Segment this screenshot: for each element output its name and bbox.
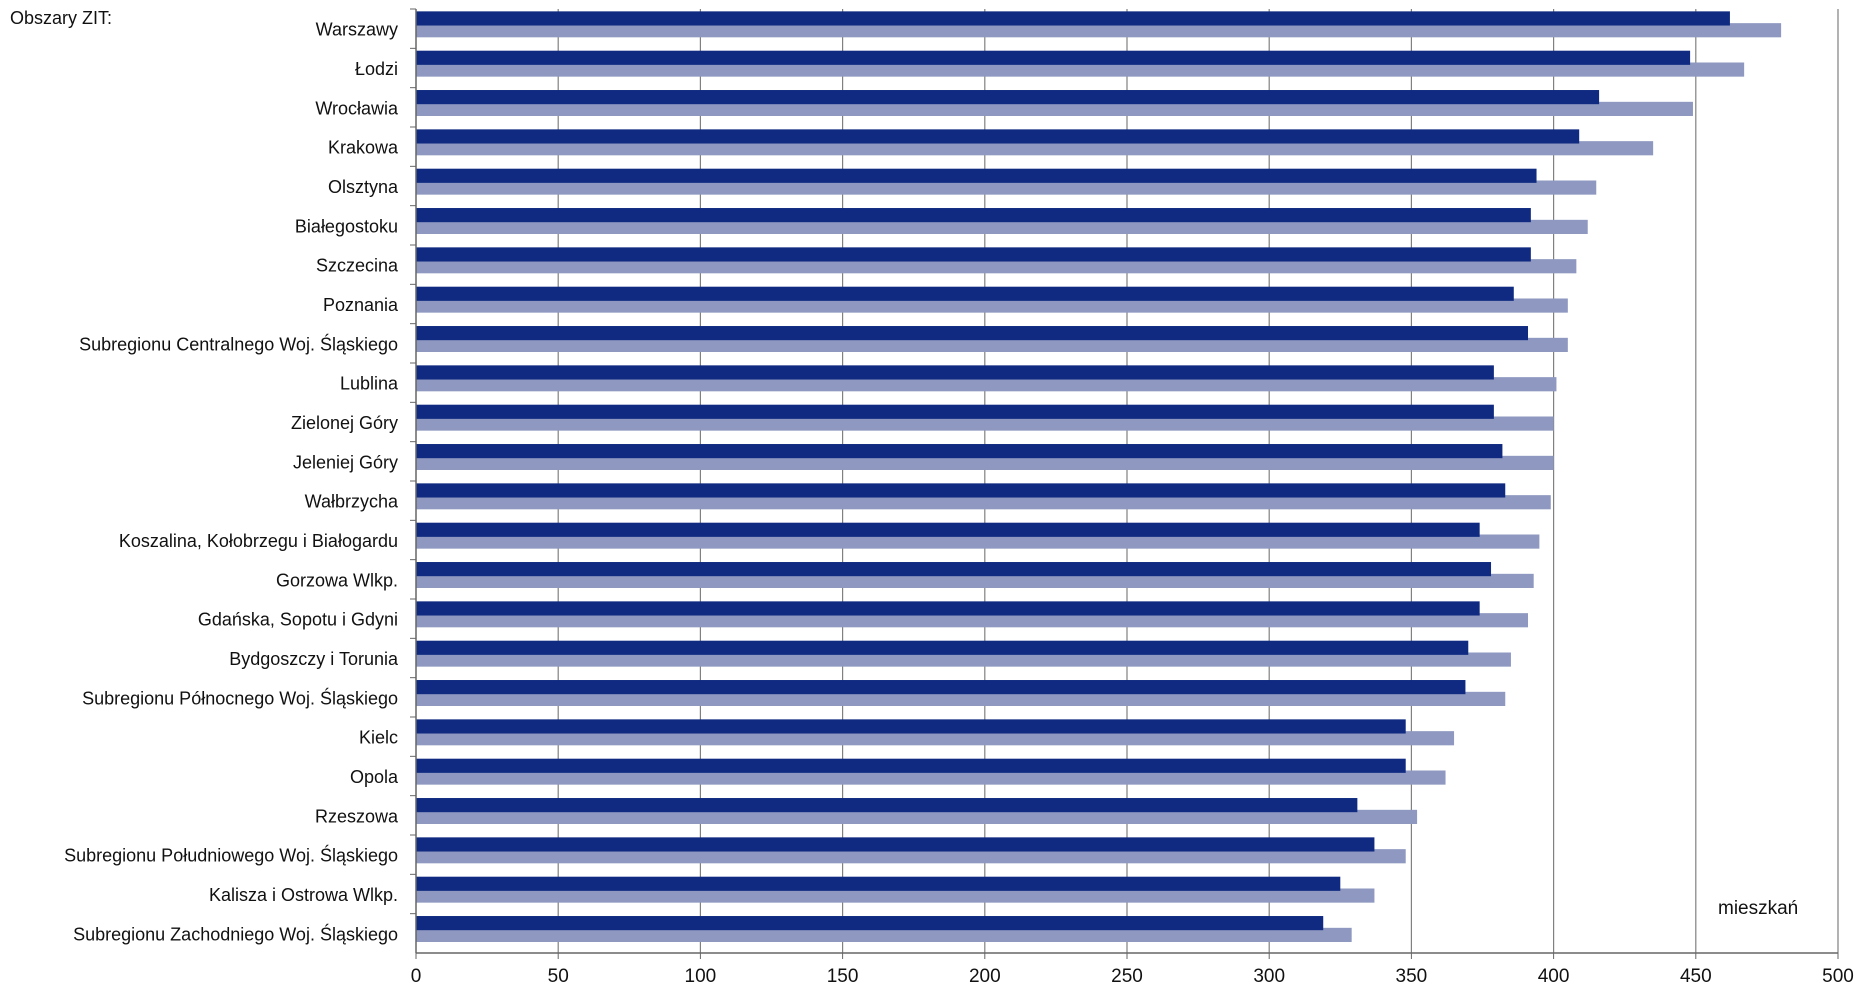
bar-light — [416, 652, 1511, 667]
bar-dark — [416, 916, 1324, 931]
bar-light — [416, 337, 1568, 352]
category-label: Opola — [350, 767, 399, 787]
x-tick-label: 150 — [827, 966, 859, 987]
bar-dark — [416, 522, 1480, 537]
x-tick-label: 450 — [1680, 966, 1712, 987]
bar-light — [416, 691, 1506, 706]
bar-light — [416, 180, 1597, 195]
bar-dark — [416, 286, 1514, 301]
bar-dark — [416, 129, 1580, 144]
x-tick-label: 500 — [1822, 966, 1854, 987]
bar-dark — [416, 247, 1531, 262]
bar-light — [416, 809, 1418, 824]
bar-dark — [416, 444, 1503, 459]
category-label: Subregionu Zachodniego Woj. Śląskiego — [73, 923, 398, 944]
bar-light — [416, 849, 1406, 864]
bar-light — [416, 219, 1588, 234]
category-label: Wrocławia — [315, 98, 399, 118]
bar-light — [416, 377, 1557, 392]
bar-dark — [416, 601, 1480, 616]
bar-dark — [416, 326, 1529, 341]
bar-dark — [416, 50, 1691, 65]
x-tick-label: 200 — [969, 966, 1001, 987]
bar-dark — [416, 837, 1375, 852]
category-label: Szczecina — [316, 256, 399, 276]
category-label: Subregionu Południowego Woj. Śląskiego — [64, 845, 398, 866]
bar-light — [416, 416, 1554, 431]
bar-dark — [416, 562, 1492, 577]
category-label: Lublina — [340, 374, 399, 394]
category-label: Rzeszowa — [315, 806, 399, 826]
bar-light — [416, 141, 1654, 156]
bar-dark — [416, 11, 1730, 26]
bar-light — [416, 731, 1455, 746]
x-tick-label: 0 — [411, 966, 422, 987]
category-label: Kalisza i Ostrowa Wlkp. — [209, 885, 398, 905]
bar-light — [416, 259, 1577, 274]
category-label: Jeleniej Góry — [293, 452, 398, 472]
category-label: Poznania — [323, 295, 399, 315]
bar-dark — [416, 208, 1531, 223]
bar-dark — [416, 483, 1506, 498]
bar-dark — [416, 876, 1341, 891]
x-tick-label: 50 — [548, 966, 569, 987]
category-label: Zielonej Góry — [291, 413, 398, 433]
category-label: Warszawy — [316, 20, 398, 40]
category-label: Subregionu Północnego Woj. Śląskiego — [82, 687, 398, 708]
category-label: Gorzowa Wlkp. — [276, 570, 398, 590]
bar-light — [416, 455, 1554, 470]
bar-dark — [416, 719, 1406, 734]
bar-light — [416, 573, 1534, 588]
bar-light — [416, 101, 1693, 116]
bar-light — [416, 495, 1551, 510]
bar-dark — [416, 758, 1406, 773]
chart-corner-label: Obszary ZIT: — [10, 8, 113, 28]
bar-light — [416, 298, 1568, 313]
x-tick-label: 300 — [1253, 966, 1285, 987]
category-label: Bydgoszczy i Torunia — [229, 649, 399, 669]
bar-light — [416, 62, 1745, 77]
bar-light — [416, 534, 1540, 549]
x-tick-label: 400 — [1538, 966, 1570, 987]
bar-light — [416, 770, 1446, 785]
bar-dark — [416, 680, 1466, 695]
bar-dark — [416, 640, 1469, 655]
bar-light — [416, 23, 1782, 38]
bar-dark — [416, 90, 1600, 105]
bar-light — [416, 927, 1352, 942]
x-tick-label: 250 — [1111, 966, 1143, 987]
bar-dark — [416, 168, 1537, 183]
bar-dark — [416, 798, 1358, 813]
bar-light — [416, 613, 1529, 628]
bar-light — [416, 888, 1375, 903]
category-label: Wałbrzycha — [305, 492, 399, 512]
category-label: Gdańska, Sopotu i Gdyni — [198, 610, 398, 630]
category-label: Krakowa — [328, 138, 399, 158]
x-tick-label: 100 — [685, 966, 717, 987]
x-tick-label: 350 — [1396, 966, 1428, 987]
category-label: Koszalina, Kołobrzegu i Białogardu — [119, 531, 398, 551]
category-label: Subregionu Centralnego Woj. Śląskiego — [79, 333, 398, 354]
unit-label: mieszkań — [1718, 898, 1799, 919]
category-label: Kielc — [359, 728, 398, 748]
bar-dark — [416, 404, 1494, 419]
category-label: Łodzi — [355, 59, 398, 79]
category-label: Olsztyna — [328, 177, 399, 197]
bar-dark — [416, 365, 1494, 380]
category-label: Białegostoku — [295, 216, 398, 236]
